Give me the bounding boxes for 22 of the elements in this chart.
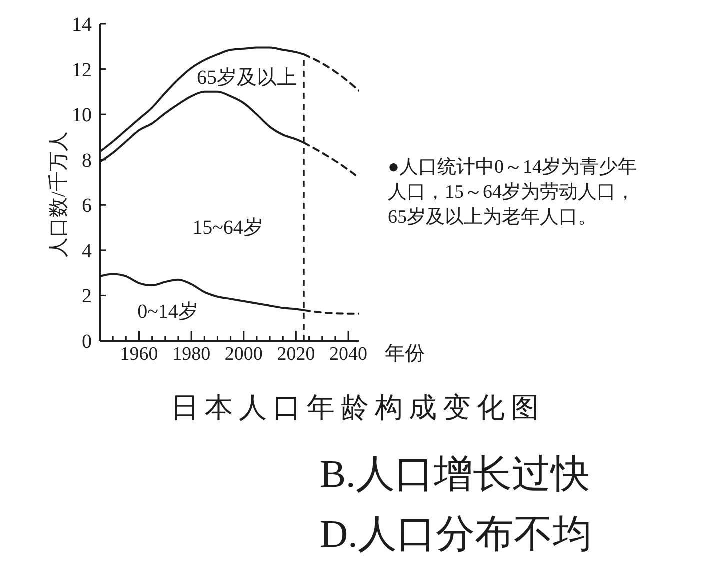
y-tick-label: 6 bbox=[82, 195, 92, 218]
y-tick-label: 4 bbox=[82, 240, 92, 262]
annotation: 0~14岁 bbox=[138, 301, 198, 323]
x-tick-label: 1960 bbox=[120, 344, 158, 365]
text: B.人口增长过快 bbox=[320, 452, 590, 498]
y-tick-label: 8 bbox=[82, 150, 92, 172]
y-axis-title: 人口数/千万人 bbox=[48, 132, 70, 258]
text: D.人口分布不均 bbox=[320, 512, 592, 558]
x-tick-label: 2020 bbox=[277, 344, 316, 365]
text: 日本人口年龄构成变化图 bbox=[171, 390, 545, 426]
y-tick-label: 2 bbox=[82, 286, 92, 308]
y-tick-label: 14 bbox=[72, 14, 92, 36]
x-tick-label: 2040 bbox=[330, 344, 368, 365]
annotation: 65岁及以上 bbox=[197, 67, 297, 89]
x-tick-label: 2000 bbox=[224, 344, 263, 365]
x-tick-label: 1980 bbox=[172, 344, 211, 365]
y-tick-label: 10 bbox=[72, 104, 92, 127]
y-tick-label: 12 bbox=[72, 59, 92, 82]
y-tick-label: 0 bbox=[82, 331, 92, 353]
x-axis-title: 年份 bbox=[385, 343, 425, 365]
annotation: 15~64岁 bbox=[192, 217, 264, 239]
text: ●人口统计中0～14岁为青少年人口，15～64岁为劳动人口，65岁及以上为老年人口。 bbox=[388, 156, 638, 230]
